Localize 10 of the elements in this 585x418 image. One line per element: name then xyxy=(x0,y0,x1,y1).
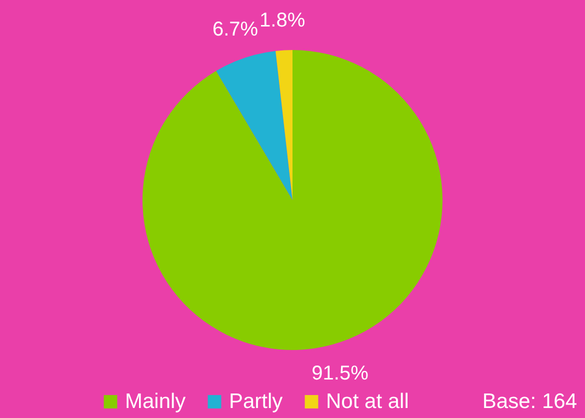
data-label: 1.8% xyxy=(260,9,306,32)
data-label: 6.7% xyxy=(212,18,258,40)
pie-slice xyxy=(216,50,292,200)
text: Base: 164 xyxy=(482,390,578,413)
pie-slice xyxy=(276,50,292,200)
legend-label: Mainly xyxy=(125,390,186,413)
pie-slice xyxy=(142,50,442,350)
legend-label: Not at all xyxy=(326,390,409,413)
legend-label: Partly xyxy=(229,390,284,413)
data-label: 91.5% xyxy=(312,362,369,385)
